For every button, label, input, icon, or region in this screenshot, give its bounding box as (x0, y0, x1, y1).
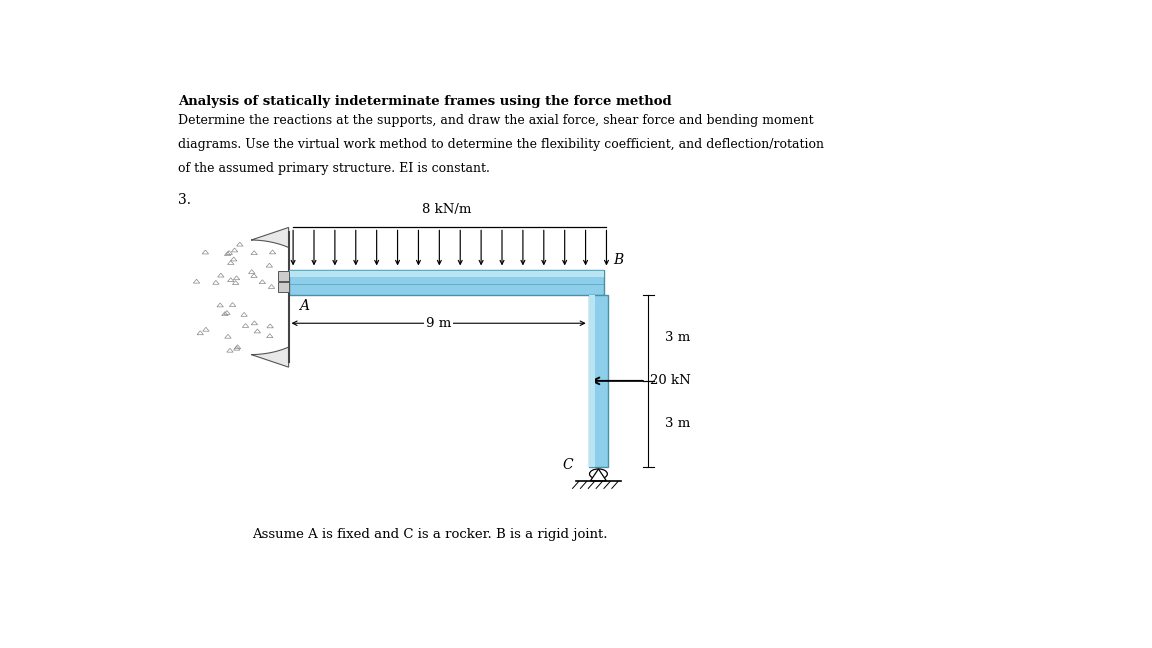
Text: 3 m: 3 m (665, 331, 690, 344)
Bar (589, 295, 608, 467)
Circle shape (590, 469, 607, 479)
Bar (589, 295, 594, 467)
Text: Assume A is fixed and C is a rocker. B is a rigid joint.: Assume A is fixed and C is a rocker. B i… (252, 528, 607, 541)
Text: 3 m: 3 m (665, 417, 690, 430)
Bar (278, 272, 289, 281)
Polygon shape (590, 469, 606, 481)
Bar (289, 270, 604, 272)
Text: B: B (614, 253, 624, 268)
Text: 3.: 3. (177, 192, 191, 207)
Text: C: C (563, 458, 574, 472)
Bar (278, 283, 289, 292)
Text: Determine the reactions at the supports, and draw the axial force, shear force a: Determine the reactions at the supports,… (177, 113, 813, 127)
Text: 9 m: 9 m (426, 317, 452, 330)
Text: 8 kN/m: 8 kN/m (422, 203, 471, 216)
Text: diagrams. Use the virtual work method to determine the flexibility coefficient, : diagrams. Use the virtual work method to… (177, 137, 824, 150)
Bar (289, 270, 604, 277)
Polygon shape (251, 227, 289, 367)
Text: 20 kN: 20 kN (650, 375, 691, 388)
Text: A: A (300, 299, 310, 313)
Text: Analysis of statically indeterminate frames using the force method: Analysis of statically indeterminate fra… (177, 95, 672, 108)
Bar (289, 270, 604, 295)
Text: of the assumed primary structure. EI is constant.: of the assumed primary structure. EI is … (177, 161, 490, 174)
